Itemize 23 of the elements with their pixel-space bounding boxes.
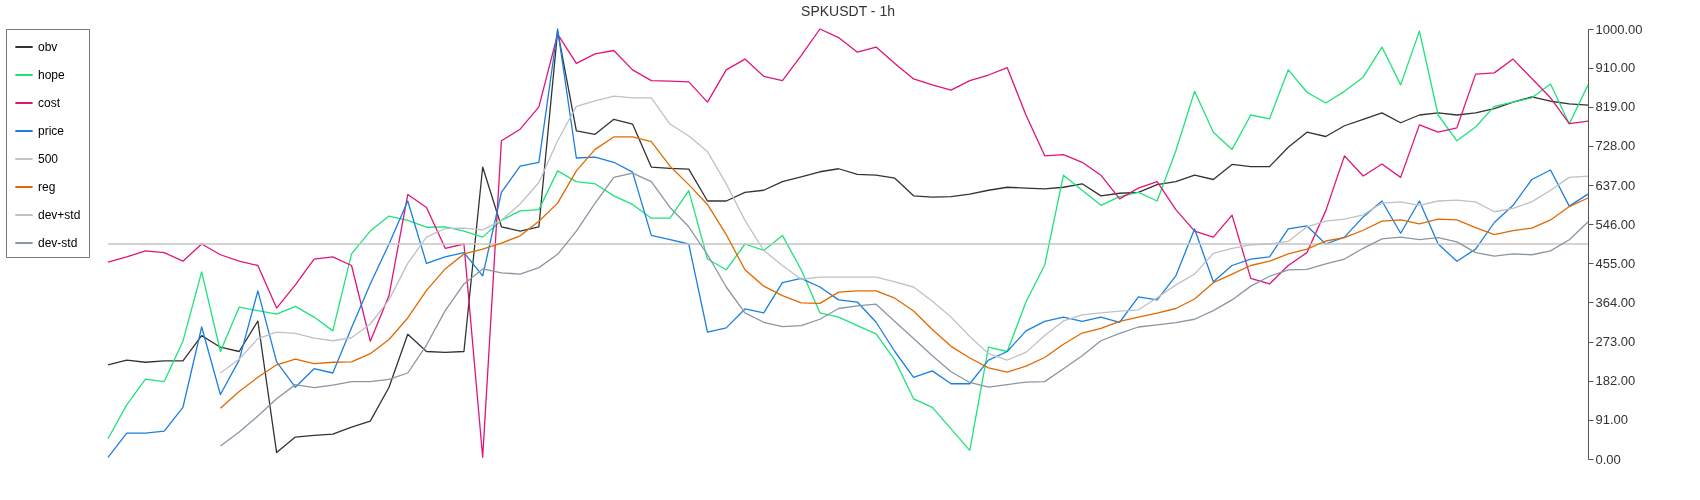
legend-label: cost <box>38 96 61 110</box>
y-tick-label: 0.00 <box>1595 451 1621 467</box>
legend-label: obv <box>38 40 58 54</box>
legend-label: dev-std <box>38 236 78 250</box>
y-tick-label: 637.00 <box>1595 177 1636 193</box>
legend-label: dev+std <box>38 208 81 222</box>
y-tick-label: 1000.00 <box>1595 21 1643 37</box>
y-tick-label: 910.00 <box>1595 60 1636 76</box>
y-tick-label: 455.00 <box>1595 255 1636 271</box>
y-tick-label: 364.00 <box>1595 294 1636 310</box>
legend-label: price <box>38 124 65 138</box>
chart-title: SPKUSDT - 1h <box>801 3 895 19</box>
y-tick-label: 819.00 <box>1595 99 1636 115</box>
y-tick-label: 182.00 <box>1595 373 1636 389</box>
legend-label: hope <box>38 68 66 82</box>
y-tick-label: 546.00 <box>1595 216 1636 232</box>
y-tick-label: 728.00 <box>1595 138 1636 154</box>
y-tick-label: 273.00 <box>1595 334 1636 350</box>
y-tick-label: 91.00 <box>1595 412 1629 428</box>
line-series <box>219 172 1589 447</box>
legend-label: 500 <box>38 152 59 166</box>
legend-label: reg <box>38 180 56 194</box>
line-series <box>219 136 1589 409</box>
